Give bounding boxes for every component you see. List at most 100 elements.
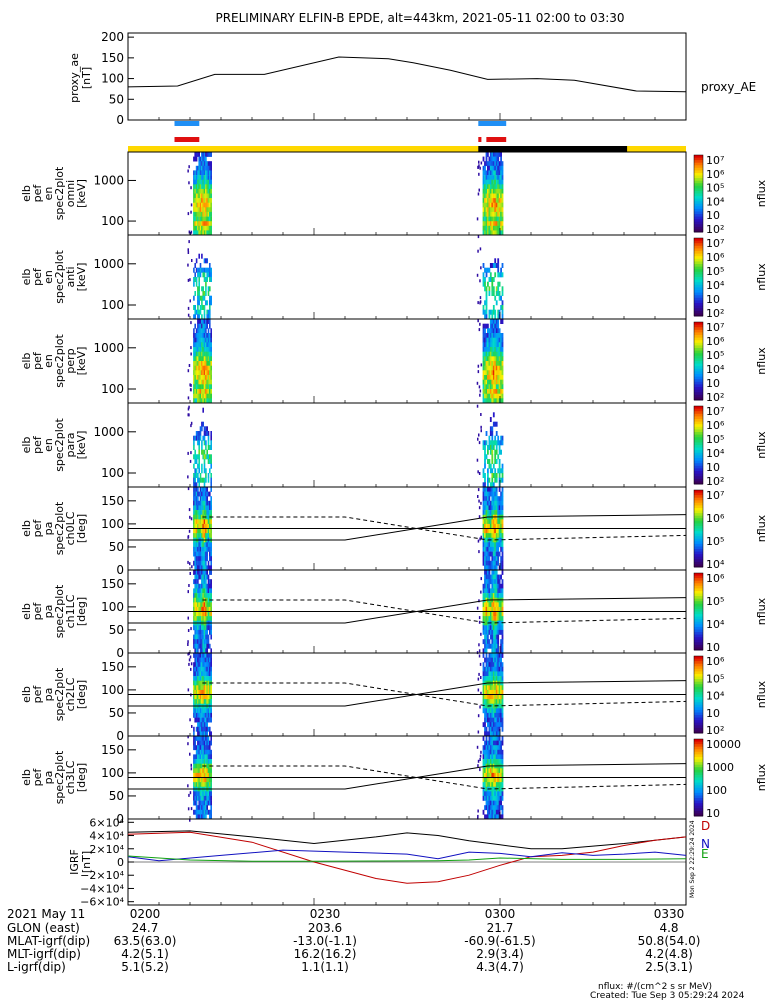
spectrogram-cell xyxy=(209,501,211,506)
spectrogram-cell xyxy=(187,264,189,267)
ytick-label: 100 xyxy=(101,214,124,228)
spectrogram-cell xyxy=(189,516,191,519)
spectrogram-cell xyxy=(210,750,212,755)
spectrogram-cell xyxy=(189,658,191,661)
spectrogram-cell xyxy=(210,736,212,741)
spectrogram-cell xyxy=(496,445,498,450)
spectrogram-cell xyxy=(200,676,202,681)
spectrogram-cell xyxy=(210,347,212,352)
spectrogram-cell xyxy=(204,296,206,301)
colorbar-tick-label: 10⁴ xyxy=(706,618,725,631)
spectrogram-cell xyxy=(204,745,206,750)
spectrogram-cell xyxy=(502,226,504,231)
spectrogram-cell xyxy=(200,588,202,593)
spectrogram-cell xyxy=(187,170,189,173)
spectrogram-cell xyxy=(200,478,202,483)
spectrogram-cell xyxy=(200,639,202,644)
spectrogram-cell xyxy=(200,575,202,580)
colorbar-tick-label: 100 xyxy=(706,784,727,797)
spectrogram-cell xyxy=(196,282,198,287)
spectrogram-cell xyxy=(502,542,504,547)
spectrogram-cell xyxy=(478,193,480,196)
spectrogram-cell xyxy=(502,370,504,375)
spectrogram-cell xyxy=(210,464,212,469)
spectrogram-cell xyxy=(200,510,202,515)
spectrogram-cell xyxy=(200,366,202,371)
spectrogram-cell xyxy=(193,445,195,450)
spectrogram-cell xyxy=(210,394,212,399)
spectrogram-cell xyxy=(209,459,211,464)
spectrogram-cell xyxy=(490,272,492,277)
spectrogram-cell xyxy=(502,635,504,640)
spectrogram-cell xyxy=(480,676,482,679)
colorbar-label: nflux xyxy=(755,179,768,207)
spectrogram-cell xyxy=(200,616,202,621)
spectrogram-cell xyxy=(194,217,196,222)
spectrogram-cell xyxy=(194,342,196,347)
spectrogram-cell xyxy=(494,454,496,459)
spectrogram-cell xyxy=(204,741,206,746)
spectrogram-cell xyxy=(210,473,212,478)
colorbar-tick-label: 10⁴ xyxy=(706,279,725,292)
spectrogram-cell xyxy=(502,584,504,589)
spectrogram-cell xyxy=(200,671,202,676)
spectrogram-cell xyxy=(487,635,489,640)
proxy-ae-frame xyxy=(128,33,686,120)
spectrogram-cell xyxy=(194,593,196,598)
spectrogram-cell xyxy=(209,662,211,667)
spectrogram-cell xyxy=(200,764,202,769)
spectrogram-cell xyxy=(478,550,480,553)
spectrogram-cell xyxy=(478,760,480,763)
spectrogram-cell xyxy=(491,431,493,436)
ytick-label: 100 xyxy=(101,466,124,480)
spectrogram-cell xyxy=(204,533,206,538)
spectrogram-cell xyxy=(190,384,192,387)
spectrogram-cell xyxy=(191,422,193,425)
spectrogram-cell xyxy=(194,671,196,676)
spectrogram-cell xyxy=(477,495,479,498)
spectrogram-cell xyxy=(204,667,206,672)
spectrogram-cell xyxy=(210,300,212,305)
spectrogram-cell xyxy=(204,361,206,366)
spectrogram-cell xyxy=(210,630,212,635)
spectrogram-cell xyxy=(194,389,196,394)
spectrogram-cell xyxy=(190,460,192,463)
colorbar-en_spec2plot_anti: 10⁷10⁶10⁵10⁴10⁳10²nflux xyxy=(694,237,768,320)
spectrogram-cell xyxy=(480,633,482,636)
spectrogram-cell xyxy=(209,653,211,658)
spectrogram-cell xyxy=(194,170,196,175)
spectrogram-cell xyxy=(204,319,206,324)
spectrogram-cell xyxy=(480,390,482,393)
spectrogram-cell xyxy=(209,713,211,718)
axis-row-value: 4.3(4.7) xyxy=(476,960,524,974)
colorbar-tick-label: 10⁶ xyxy=(706,512,725,525)
spectrogram-cell xyxy=(494,296,496,301)
spectrogram-cell xyxy=(480,591,482,594)
spectrogram-cell xyxy=(190,668,192,671)
spectrogram-cell xyxy=(208,635,210,640)
spectrogram-cell xyxy=(497,436,499,441)
spectrogram-cell xyxy=(194,152,196,157)
spectrogram-cell xyxy=(489,478,491,483)
spectrogram-cell xyxy=(210,384,212,389)
spectrogram-cell xyxy=(210,277,212,282)
spectrogram-cell xyxy=(200,750,202,755)
spectrogram-cell xyxy=(502,556,504,561)
spectrogram-cell xyxy=(502,352,504,357)
spectrogram-cell xyxy=(209,529,211,534)
spectrogram-cell xyxy=(489,268,491,273)
spectrogram-cell xyxy=(200,361,202,366)
colorbar-en_spec2plot_para: 10⁷10⁶10⁵10⁴10⁳10²nflux xyxy=(694,405,768,488)
spectrogram-cell xyxy=(502,496,504,501)
colorbar-tick-label: 10⁶ xyxy=(706,251,725,264)
spectrogram-cell xyxy=(200,778,202,783)
igrf-tick-label: 2×10⁴ xyxy=(89,843,124,856)
spectrogram-cell xyxy=(204,152,206,157)
spectrogram-cell xyxy=(193,268,195,273)
spectrogram-cell xyxy=(210,180,212,185)
ylabel-pa_spec2plot_ch2LC: elbpefpaspec2plotch2LC[deg] xyxy=(20,667,88,721)
spectrogram-en_spec2plot_omni xyxy=(187,152,503,235)
spectrogram-cell xyxy=(208,436,210,441)
spectrogram-cell xyxy=(502,782,504,787)
spectrogram-cell xyxy=(200,584,202,589)
